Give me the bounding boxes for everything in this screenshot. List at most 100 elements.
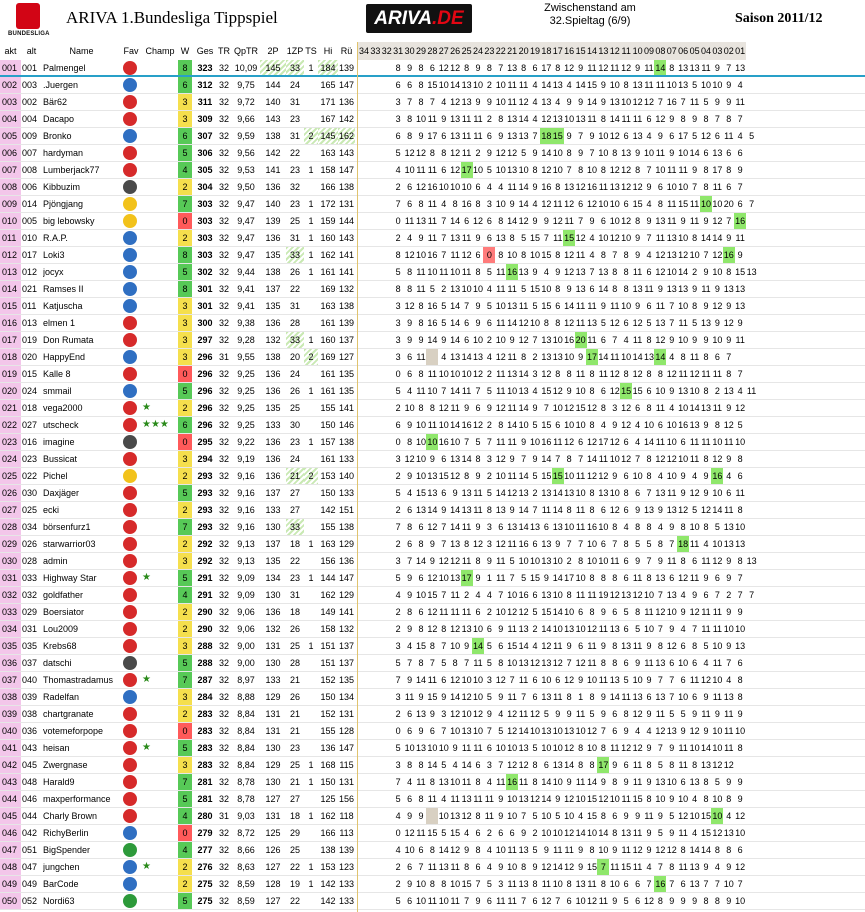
table-row[interactable]: 016 013 elmen 1 300 32 9,38 136 28 161 139 3 3 9 8 16 5… xyxy=(0,315,865,332)
matchday-score xyxy=(369,162,381,178)
matchday-score: 13 xyxy=(735,539,746,549)
matchday-score: 9 xyxy=(464,403,470,413)
total-points: 279 xyxy=(197,828,213,838)
one-zp-count: 19 xyxy=(289,879,300,889)
table-row[interactable]: 006 007 hardyman 306 32 9,56 142 22 163 143 5 5 12 12… xyxy=(0,145,865,162)
rank-previous: 039 xyxy=(22,692,38,702)
matchday-score: 12 xyxy=(472,216,483,226)
table-row[interactable]: 040 036 votemeforpope 283 32 8,84 131 21 155 128 0… xyxy=(0,723,865,740)
matchday-score: 6 xyxy=(407,182,413,192)
matchday-score xyxy=(381,111,393,127)
table-row[interactable]: 014 021 Ramses II 301 32 9,41 137 22 169 132 8 8 8 11… xyxy=(0,281,865,298)
table-row[interactable]: 049 049 BarCode 275 32 8,59 128 19 1 142 133 2 2 9 10 8… xyxy=(0,876,865,893)
matchday-score: 12 xyxy=(438,63,449,73)
matchday-score: 8 xyxy=(703,165,709,175)
matchday-score: 13 xyxy=(518,386,529,396)
matchday-score: 10 xyxy=(495,165,506,175)
two-point-count: 133 xyxy=(265,675,281,685)
table-row[interactable]: 047 051 BigSpender 277 32 8,66 126 25 138 139 4 4 10… xyxy=(0,842,865,859)
table-row[interactable]: 002 003 .Juergen 312 32 9,75 144 24 165 147 6 6 6 8 15… xyxy=(0,77,865,94)
matchday-score: 12 xyxy=(632,318,643,328)
table-row[interactable]: 042 045 Zwergnase 283 32 8,84 129 25 1 168 115 3 3 8 8… xyxy=(0,757,865,774)
matchday-score: 12 xyxy=(564,267,575,277)
table-row[interactable]: 015 011 Katjuscha 301 32 9,41 135 31 163 138 3 3 12 8… xyxy=(0,298,865,315)
matchday-score: 9 xyxy=(669,743,675,753)
table-row[interactable]: 024 023 Bussicat 294 32 9,19 136 24 161 133 3 3 12 10… xyxy=(0,451,865,468)
table-row[interactable]: 004 004 Dacapo 309 32 9,66 143 23 167 142 3 3 8 10 11 9… xyxy=(0,111,865,128)
table-row[interactable]: 011 010 R.A.P. 303 32 9,47 136 31 1 160 143 2 2 4 9 11 7… xyxy=(0,230,865,247)
matchday-score: 15 xyxy=(700,811,711,821)
table-row[interactable]: 025 022 Pichel 293 32 9,16 136 21 2 153 140 2 2 9 10 13… xyxy=(0,468,865,485)
matchday-score: 9 xyxy=(464,845,470,855)
table-row[interactable]: 036 037 datschi 288 32 9,00 130 28 151 137 5 5 7 8 7 5 8… xyxy=(0,655,865,672)
table-row[interactable]: 028 034 börsenfurz1 293 32 9,16 130 33 155 138 7 7 8… xyxy=(0,519,865,536)
table-row[interactable]: 029 026 starwarrior03 292 32 9,13 137 18 1 163 129… xyxy=(0,536,865,553)
matchday-score: 12 xyxy=(609,505,620,515)
matchday-score: 10 xyxy=(735,726,746,736)
table-row[interactable]: 020 024 smmail 296 32 9,25 136 26 1 161 135 5 5 4 11 10… xyxy=(0,383,865,400)
matchday-score: 9 xyxy=(407,624,413,634)
table-row[interactable]: 044 046 maxperformance 281 32 8,78 127 27 125 156… xyxy=(0,791,865,808)
matchday-score: 13 xyxy=(552,80,563,90)
table-row[interactable]: 038 039 Radelfan 284 32 8,88 129 26 150 134 3 3 11 9 1… xyxy=(0,689,865,706)
matchday-score: 6 xyxy=(737,148,743,158)
matchday-score xyxy=(358,366,370,382)
table-row[interactable]: 019 015 Kalle 8 296 32 9,25 136 24 161 135 0 0 6 8 11 1… xyxy=(0,366,865,383)
table-row[interactable]: 017 019 Don Rumata 297 32 9,28 132 33 1 160 137 3 3 9… xyxy=(0,332,865,349)
rank-previous: 043 xyxy=(22,743,38,753)
table-row[interactable]: 034 031 Lou2009 290 32 9,06 132 26 158 132 2 2 9 8 12 8… xyxy=(0,621,865,638)
week-points: 0 xyxy=(178,825,192,841)
table-row[interactable]: 021 018 vega2000 ★ 296 32 9,25 135 25 155 141 2 2 10 8… xyxy=(0,400,865,417)
matchday-score: 8 xyxy=(498,658,504,668)
matchday-score: 8 xyxy=(726,165,732,175)
hi-count: 172 xyxy=(320,199,336,209)
table-row[interactable]: 023 016 imagine 295 32 9,22 136 23 1 157 138 0 0 8 10 1… xyxy=(0,434,865,451)
table-row[interactable]: 018 020 HappyEnd 296 31 9,55 138 20 2 169 127 3 3 6 11… xyxy=(0,349,865,366)
table-row[interactable]: 035 035 Krebs68 288 32 9,00 131 25 1 151 137 3 3 4 15 8… xyxy=(0,638,865,655)
points-per-game: 8,59 xyxy=(237,879,255,889)
table-row[interactable]: 033 029 Boersiator 290 32 9,06 136 18 149 141 2 2 8 6… xyxy=(0,604,865,621)
matchday-score: 5 xyxy=(657,760,663,770)
matchday-score: 11 xyxy=(644,658,654,668)
table-row[interactable]: 030 028 admin 292 32 9,13 135 22 156 136 3 3 7 14 9 12 1… xyxy=(0,553,865,570)
table-row[interactable]: 050 052 Nordi63 275 32 8,59 127 22 142 133 5 5 6 10 11… xyxy=(0,893,865,910)
table-row[interactable]: 048 047 jungchen ★ 276 32 8,63 127 22 1 153 123 2 2 6 7… xyxy=(0,859,865,876)
table-row[interactable]: 026 030 Daxjäger 293 32 9,16 137 27 150 133 5 5 4 15 1… xyxy=(0,485,865,502)
table-row[interactable]: 013 012 jocyx 302 32 9,44 138 26 1 161 141 5 5 8 11 10 1… xyxy=(0,264,865,281)
matchday-score xyxy=(369,706,381,722)
table-row[interactable]: 027 025 ecki 293 32 9,16 133 27 142 151 2 2 6 13 14 9 14… xyxy=(0,502,865,519)
table-row[interactable]: 005 009 Bronko 307 32 9,59 138 31 2 145 162 6 6 8 9 17 6… xyxy=(0,128,865,145)
table-row[interactable]: 012 017 Loki3 303 32 9,47 135 33 1 162 141 8 8 12 10 16… xyxy=(0,247,865,264)
table-row[interactable]: 003 002 Bär62 311 32 9,72 140 31 171 136 3 3 7 8 7 4 12 1… xyxy=(0,94,865,111)
matchday-score: 13 xyxy=(723,692,734,702)
table-row[interactable]: 007 008 Lumberjack77 305 32 9,53 141 23 1 158 147 4… xyxy=(0,162,865,179)
table-row[interactable]: 041 043 heisan ★ 283 32 8,84 130 23 136 147 5 5 10 13 1… xyxy=(0,740,865,757)
matchday-score: 10 xyxy=(689,522,700,532)
matchday-score: 6 xyxy=(623,556,629,566)
col-matchday: 10 xyxy=(631,42,644,60)
matchday-score: 9 xyxy=(737,318,743,328)
table-row[interactable]: 008 006 Kibbuzim 304 32 9,50 136 32 166 138 2 2 6 12 1… xyxy=(0,179,865,196)
table-row[interactable]: 039 038 chartgranate 283 32 8,84 131 21 152 131 2 2… xyxy=(0,706,865,723)
table-row[interactable]: 001 001 Palmengel 323 32 10,09 145 33 1 184 139 8 8 9… xyxy=(0,60,865,77)
player-name: vega2000 xyxy=(43,403,83,413)
table-row[interactable]: 045 044 Charly Brown 280 31 9,03 131 18 1 162 118 4… xyxy=(0,808,865,825)
club-red-icon xyxy=(120,723,140,739)
matchday-score: 13 xyxy=(678,386,689,396)
matchday-score: 6 xyxy=(441,675,447,685)
matchday-score: 12 xyxy=(575,658,586,668)
table-row[interactable]: 043 048 Harald9 281 32 8,78 130 21 1 150 131 7 7 4 11 8… xyxy=(0,774,865,791)
table-row[interactable]: 009 014 Pjöngjang 303 32 9,47 140 23 1 172 131 7 7 6 8… xyxy=(0,196,865,213)
table-row[interactable]: 022 027 utscheck ★★★ 296 32 9,25 133 30 150 146 6 6 9… xyxy=(0,417,865,434)
matchday-score: 7 xyxy=(589,267,595,277)
table-row[interactable]: 037 040 Thomastradamus ★ 287 32 8,97 133 21 152 13… xyxy=(0,672,865,689)
points-per-game: 9,16 xyxy=(237,505,255,515)
table-row[interactable]: 032 032 goldfather 291 32 9,09 130 31 162 129 4 4 9 1… xyxy=(0,587,865,604)
matchday-score: 8 xyxy=(452,658,458,668)
matchday-score: 7 xyxy=(749,590,755,600)
ts-count xyxy=(304,740,318,756)
table-row[interactable]: 010 005 big lebowsky 303 32 9,47 139 25 1 159 144 0… xyxy=(0,213,865,230)
matchday-score: 11 xyxy=(461,267,472,277)
table-row[interactable]: 031 033 Highway Star ★ 291 32 9,09 134 23 1 144 147… xyxy=(0,570,865,587)
table-row[interactable]: 046 042 RichyBerlin 279 32 8,72 125 29 166 113 0 0 1… xyxy=(0,825,865,842)
